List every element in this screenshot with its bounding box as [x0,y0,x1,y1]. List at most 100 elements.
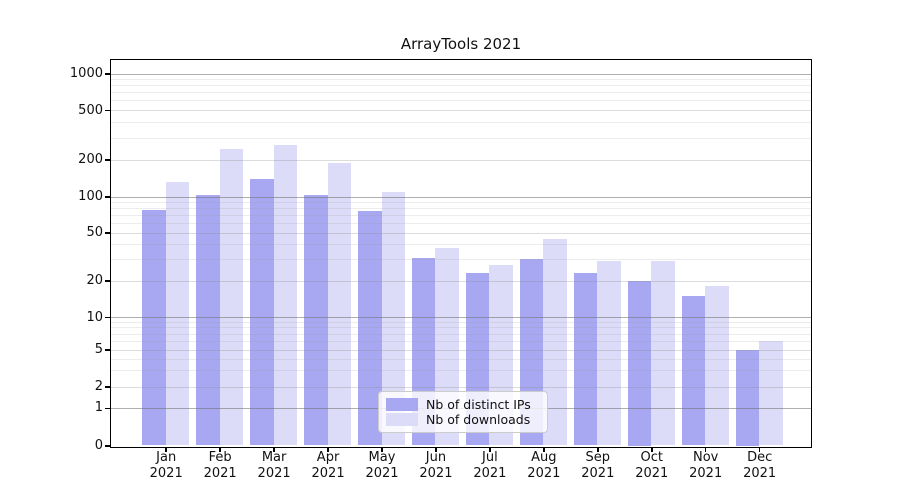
y-tick-label: 200 [78,152,103,167]
gridline [111,317,811,318]
legend-swatch-downloads [386,413,418,426]
legend-swatch-distinct-ips [386,398,418,411]
legend: Nb of distinct IPs Nb of downloads [378,391,548,433]
legend-label: Nb of downloads [426,412,531,427]
legend-item-distinct-ips: Nb of distinct IPs [386,397,539,412]
bar-downloads-dec [759,340,783,446]
y-tick-mark [105,159,110,161]
legend-label: Nb of distinct IPs [426,397,531,412]
gridline [111,110,811,111]
x-tick-mark [543,447,545,452]
x-tick-label: Jul 2021 [473,450,507,481]
y-tick-label: 0 [94,438,103,453]
x-tick-mark [327,447,329,452]
y-tick-label: 1000 [69,66,103,81]
bar-distinct-ips-oct [627,280,652,446]
gridline [111,85,811,87]
gridline [111,159,811,161]
y-tick-label: 100 [78,189,103,204]
x-tick-label: Feb 2021 [203,450,237,481]
bar-downloads-sep [597,261,621,446]
gridline [111,349,811,351]
bar-downloads-oct [651,261,675,446]
bar-distinct-ips-may [358,211,382,446]
gridline [111,232,811,234]
bar-distinct-ips-jan [142,210,166,446]
x-tick-label: Apr 2021 [311,450,345,481]
gridline [111,244,811,246]
x-tick-label: Mar 2021 [257,450,291,481]
y-tick-label: 20 [86,273,103,288]
gridline [111,340,811,342]
y-tick-mark [105,73,110,75]
bar-distinct-ips-apr [304,194,328,446]
gridline [111,79,811,81]
x-tick-label: Aug 2021 [527,450,561,481]
gridline [111,280,811,282]
bar-downloads-aug [543,239,567,446]
bar-downloads-feb [219,148,244,446]
gridline [111,137,811,139]
y-tick-mark [105,407,110,410]
x-tick-mark [435,447,437,452]
gridline [111,370,811,372]
gridline [111,321,811,323]
bar-downloads-jan [165,181,190,446]
gridline [111,122,811,124]
y-tick-mark [105,232,110,234]
bar-downloads-may [381,192,405,446]
x-tick-label: Jan 2021 [149,450,183,481]
y-tick-label: 5 [94,342,103,357]
y-tick-label: 2 [94,379,103,394]
x-tick-mark [273,447,275,452]
x-tick-mark [219,447,221,452]
gridline [111,201,811,203]
y-tick-label: 1 [94,400,103,416]
bar-downloads-mar [273,144,298,446]
x-tick-label: Sep 2021 [581,450,615,481]
y-tick-mark [105,386,110,388]
gridline [111,196,811,198]
x-tick-label: May 2021 [365,450,399,481]
y-tick-mark [105,349,110,351]
bar-distinct-ips-feb [196,194,220,446]
gridline [111,92,811,94]
gridline [111,100,811,102]
gridline [111,223,811,225]
gridline [111,386,811,388]
gridline [111,73,811,75]
x-tick-mark [704,447,707,452]
x-tick-label: Oct 2021 [635,450,669,481]
plot-area [110,59,812,448]
x-tick-label: Nov 2021 [689,450,723,481]
chart-title: ArrayTools 2021 [400,35,522,53]
y-tick-mark [105,109,110,112]
gridline [111,333,811,335]
grid-layer [111,60,811,447]
bar-distinct-ips-mar [250,178,274,446]
y-tick-label: 50 [86,225,103,240]
gridline [111,327,811,329]
gridline [111,208,811,210]
x-tick-mark [165,447,167,452]
gridline [111,358,811,360]
x-tick-mark [381,447,383,452]
x-tick-mark [489,447,491,452]
bar-downloads-nov [705,286,729,446]
x-tick-mark [597,447,599,452]
bar-distinct-ips-sep [573,273,598,446]
gridline [111,215,811,217]
bar-downloads-apr [327,162,352,446]
y-tick-mark [105,196,110,198]
y-tick-mark [105,280,110,282]
y-tick-label: 500 [78,102,103,118]
y-tick-label: 10 [86,309,103,325]
y-tick-mark [105,445,110,447]
x-tick-mark [758,447,761,452]
x-tick-mark [651,447,653,452]
gridline [111,259,811,261]
x-tick-label: Dec 2021 [743,450,777,481]
legend-item-downloads: Nb of downloads [386,412,539,427]
x-tick-label: Jun 2021 [419,450,453,481]
